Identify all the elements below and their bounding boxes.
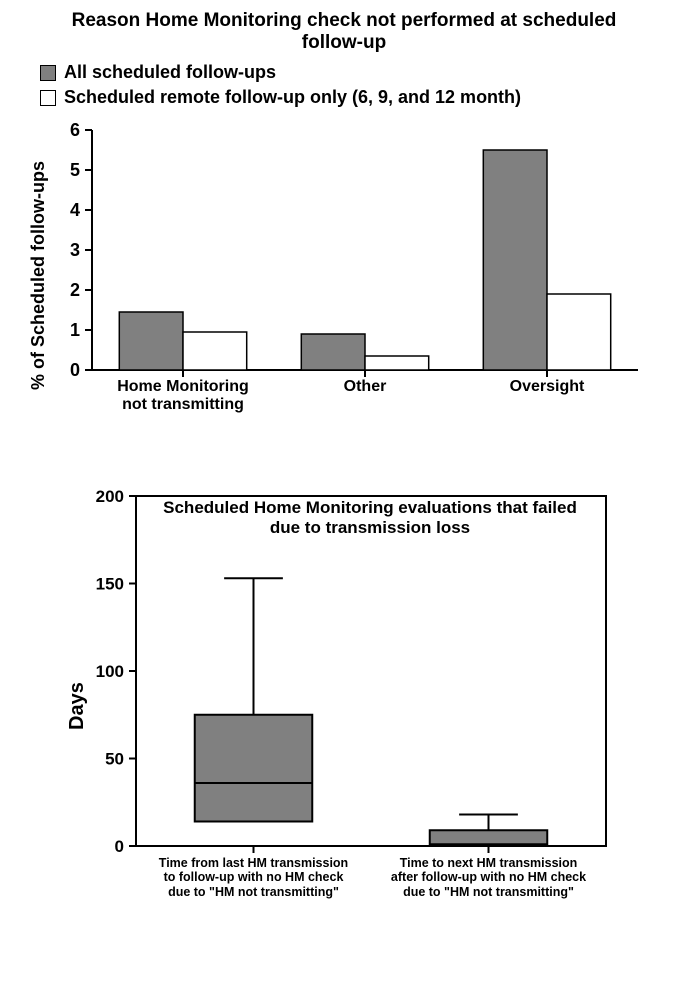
box-chart-xcat: Time from last HM transmission to follow… [144, 856, 364, 899]
bar-chart-legend: All scheduled follow-ups Scheduled remot… [40, 62, 658, 108]
legend-swatch-all [40, 65, 56, 81]
svg-text:200: 200 [96, 490, 124, 506]
legend-label-remote: Scheduled remote follow-up only (6, 9, a… [64, 87, 521, 108]
svg-text:4: 4 [70, 200, 80, 220]
svg-text:0: 0 [70, 360, 80, 380]
svg-text:150: 150 [96, 575, 124, 594]
svg-text:6: 6 [70, 120, 80, 140]
bar-chart-block: Reason Home Monitoring check not perform… [30, 10, 658, 480]
svg-text:5: 5 [70, 160, 80, 180]
legend-swatch-remote [40, 90, 56, 106]
bar-chart-svg: 0 1 2 3 4 5 6 [30, 120, 658, 390]
legend-label-all: All scheduled follow-ups [64, 62, 276, 83]
box-chart-area: Days 050100150200 Scheduled Home Monitor… [60, 490, 620, 950]
box-chart-title: Scheduled Home Monitoring evaluations th… [160, 498, 580, 538]
box-chart-svg: 0 50 100 150 200 [60, 490, 620, 860]
bar-chart-title: Reason Home Monitoring check not perform… [70, 10, 618, 54]
bar-chart-xcat: Oversight [457, 378, 637, 396]
box-chart-block: Days 050100150200 Scheduled Home Monitor… [30, 490, 658, 970]
bar-chart-area: % of Scheduled follow-ups 0123456 Home M… [30, 120, 658, 440]
bar-chart-xcat: Home Monitoring not transmitting [93, 378, 273, 415]
bar-chart-xcat: Other [275, 378, 455, 396]
svg-text:0: 0 [115, 837, 124, 856]
box-chart-xcat: Time to next HM transmission after follo… [379, 856, 599, 899]
legend-item-all: All scheduled follow-ups [40, 62, 658, 83]
svg-text:3: 3 [70, 240, 80, 260]
legend-item-remote: Scheduled remote follow-up only (6, 9, a… [40, 87, 658, 108]
svg-text:2: 2 [70, 280, 80, 300]
svg-text:100: 100 [96, 662, 124, 681]
figure-page: { "chart1": { "type": "bar", "title": "R… [0, 0, 688, 981]
svg-text:50: 50 [105, 750, 124, 769]
svg-text:1: 1 [70, 320, 80, 340]
